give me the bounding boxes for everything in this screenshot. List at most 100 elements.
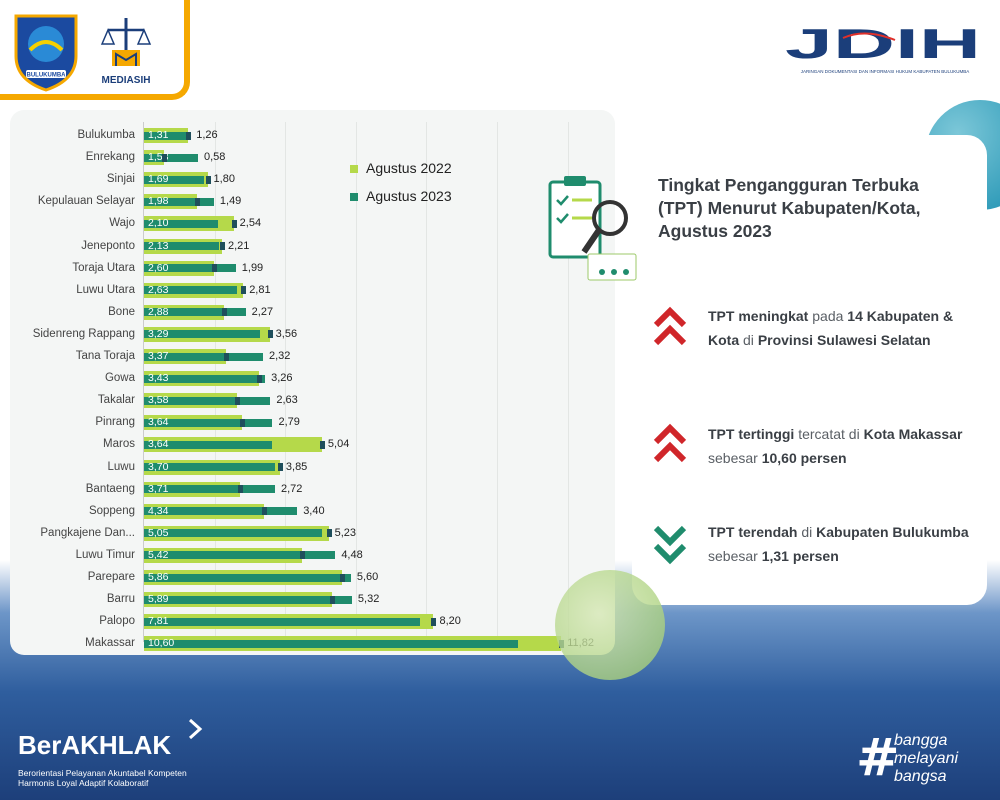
bar-end-marker (319, 440, 325, 449)
bar-end-marker (326, 529, 332, 538)
point2-city: Kota Makassar (863, 426, 963, 442)
info-point-increase: TPT meningkat pada 14 Kabupaten & Kota d… (708, 304, 978, 352)
category-label: Bone (108, 305, 135, 318)
bar-end-marker (339, 573, 345, 582)
bar-end-marker (194, 197, 200, 206)
bar-end-marker (240, 418, 246, 427)
bar-2023 (144, 440, 273, 449)
data-label-2023: 3,70 (148, 460, 169, 473)
data-label-2022: 3,85 (285, 460, 308, 473)
category-label: Gowa (104, 372, 135, 385)
bar-end-marker (329, 595, 335, 604)
data-label-2023: 2,60 (148, 261, 169, 274)
bar-2023 (144, 551, 336, 560)
mediasih-label: MEDIASIH (101, 75, 151, 86)
bar-2023 (144, 175, 204, 184)
bar-2023 (144, 617, 420, 626)
bar-2023 (144, 286, 237, 295)
point3-strong: TPT terendah (708, 524, 798, 540)
category-label: Sidenreng Rappang (32, 327, 135, 340)
data-label-2023: 3,29 (148, 327, 169, 340)
bar-end-marker (431, 617, 437, 626)
data-label-2023: 3,58 (148, 394, 169, 407)
info-point-highest: TPT tertinggi tercatat di Kota Makassar … (708, 422, 978, 470)
info-card (632, 135, 987, 605)
jdih-text: JDIH (785, 22, 981, 64)
data-label-2023: 2,13 (148, 239, 169, 252)
data-label-2023: 5,42 (148, 548, 169, 561)
category-label: Pinrang (95, 416, 135, 429)
data-label-2023: 10,60 (148, 637, 175, 650)
data-label-2022: 2,81 (249, 283, 271, 296)
bar-end-marker (222, 308, 228, 317)
data-label-2023: 3,64 (148, 416, 169, 429)
data-label-2023: 1,69 (148, 173, 169, 186)
point1-text: pada (808, 308, 848, 324)
category-label: Makassar (85, 637, 135, 650)
data-label-2023: 2,88 (148, 305, 169, 318)
data-label-2023: 3,64 (148, 438, 169, 451)
data-label-2022: 1,49 (219, 195, 242, 208)
data-label-2022: 5,32 (357, 593, 380, 606)
legend-swatch-2022 (350, 165, 358, 174)
bar-end-marker (277, 463, 283, 471)
category-label: Sinjai (106, 173, 135, 186)
jdih-subtitle: JARINGAN DOKUMENTASI DAN INFORMASI HUKUM… (800, 69, 970, 74)
bar-2023 (144, 396, 271, 405)
data-label-2023: 5,89 (148, 593, 169, 606)
category-label: Bulukumba (77, 129, 135, 141)
bar-2023 (144, 529, 323, 538)
data-label-2022: 2,63 (276, 394, 298, 407)
bar-end-marker (220, 242, 225, 250)
legend-label-2023: Agustus 2023 (366, 188, 452, 204)
point3-regency: Kabupaten Bulukumba (816, 524, 969, 540)
data-label-2022: 3,56 (275, 327, 298, 340)
data-label-2022: 2,72 (280, 482, 303, 495)
bar-2023 (144, 573, 351, 582)
bar-2023 (144, 595, 352, 604)
gridline (355, 122, 357, 642)
bar-2023 (144, 485, 275, 494)
data-label-2023: 2,63 (148, 283, 169, 296)
legend-label-2022: Agustus 2022 (366, 160, 452, 176)
gridline (426, 122, 428, 642)
bar-2023 (144, 418, 273, 427)
berakhlak-tagline: Berorientasi Pelayanan Akuntabel Kompete… (18, 768, 218, 788)
category-label: Enrekang (85, 151, 135, 164)
double-chevron-up-icon (653, 306, 687, 346)
data-label-2022: 0,58 (204, 151, 226, 164)
category-label: Luwu Timur (75, 548, 135, 561)
hashtag-icon: # (856, 728, 900, 788)
bar-2023 (144, 374, 266, 383)
point2-strong: TPT tertinggi (708, 426, 795, 442)
logo-panel: BULUKUMBA MEDIASIH (0, 0, 190, 100)
data-label-2022: 5,04 (327, 438, 350, 451)
bar-2023 (144, 463, 275, 471)
bar-end-marker (223, 352, 229, 361)
category-label: Maros (103, 438, 135, 451)
bar-end-marker (262, 507, 268, 516)
category-label: Kepulauan Selayar (37, 195, 135, 208)
legend-item-2022: Agustus 2022 (350, 160, 452, 176)
category-label: Jeneponto (81, 239, 135, 252)
data-label-2023: 5,86 (148, 571, 169, 583)
data-label-2023: 3,71 (148, 482, 169, 495)
bar-2023 (144, 308, 246, 317)
category-label: Soppeng (88, 504, 135, 517)
y-axis-line (143, 122, 144, 642)
bangga-line-3: bangsa (894, 768, 947, 785)
bar-2023 (144, 197, 214, 206)
bar-2023 (144, 352, 263, 361)
double-chevron-down-icon (653, 525, 687, 565)
jdih-wordmark-icon: JDIH (785, 20, 981, 67)
bar-end-marker (231, 219, 237, 228)
emblem-text: BULUKUMBA (27, 73, 67, 79)
category-label: Pangkajene Dan... (40, 526, 135, 539)
data-label-2022: 3,26 (271, 372, 293, 385)
bar-2023 (144, 330, 261, 339)
double-chevron-up-icon (653, 423, 687, 463)
data-label-2022: 2,21 (228, 239, 250, 252)
bar-2023 (144, 219, 219, 228)
bar-end-marker (300, 551, 306, 560)
bar-end-marker (162, 153, 168, 162)
